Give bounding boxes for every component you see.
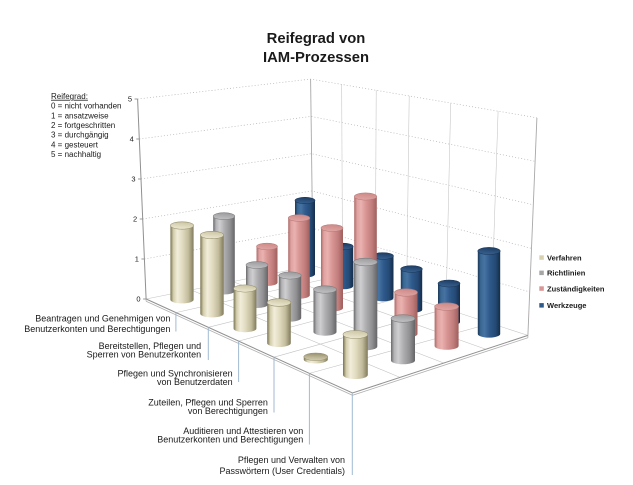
svg-text:0: 0 <box>136 295 140 304</box>
svg-text:1 = ansatzweise: 1 = ansatzweise <box>51 111 109 120</box>
svg-text:Benutzerkonten und Berechtigun: Benutzerkonten und Berechtigungen <box>24 324 170 334</box>
svg-text:von Benutzerdaten: von Benutzerdaten <box>157 377 233 387</box>
svg-text:Richtlinien: Richtlinien <box>547 269 586 278</box>
svg-text:Passwörtern (User Credentials): Passwörtern (User Credentials) <box>219 466 345 476</box>
svg-text:von Berechtigungen: von Berechtigungen <box>188 406 268 416</box>
svg-text:Verfahren: Verfahren <box>547 253 582 262</box>
svg-text:3: 3 <box>131 175 135 184</box>
svg-text:Pflegen und Synchronisieren: Pflegen und Synchronisieren <box>118 369 233 379</box>
svg-text:5: 5 <box>128 95 132 104</box>
svg-text:4: 4 <box>130 135 134 144</box>
svg-text:Reifegrad:: Reifegrad: <box>51 92 88 101</box>
svg-text:Reifegrad von: Reifegrad von <box>267 31 366 47</box>
svg-text:1: 1 <box>135 255 139 264</box>
svg-text:Bereitstellen, Pflegen und: Bereitstellen, Pflegen und <box>99 341 202 351</box>
svg-text:Auditieren und Attestieren von: Auditieren und Attestieren von <box>183 426 303 436</box>
svg-text:2 = fortgeschritten: 2 = fortgeschritten <box>51 121 115 130</box>
svg-text:5 = nachhaltig: 5 = nachhaltig <box>51 150 101 159</box>
svg-text:IAM-Prozessen: IAM-Prozessen <box>263 50 369 66</box>
svg-text:Zuständigkeiten: Zuständigkeiten <box>547 284 605 293</box>
svg-text:Beantragen und Genehmigen von: Beantragen und Genehmigen von <box>35 313 170 323</box>
svg-text:Benutzerkonten und Berechtigun: Benutzerkonten und Berechtigungen <box>157 435 303 445</box>
svg-text:2: 2 <box>133 215 137 224</box>
svg-text:0 = nicht vorhanden: 0 = nicht vorhanden <box>51 101 122 110</box>
svg-text:3 = durchgängig: 3 = durchgängig <box>51 130 109 139</box>
svg-text:4 = gesteuert: 4 = gesteuert <box>51 140 99 149</box>
svg-text:Zuteilen, Pflegen und Sperren: Zuteilen, Pflegen und Sperren <box>148 397 268 407</box>
svg-text:Pflegen und Verwalten von: Pflegen und Verwalten von <box>238 455 345 465</box>
svg-text:Sperren von Benutzerkonten: Sperren von Benutzerkonten <box>87 349 202 359</box>
svg-text:Werkzeuge: Werkzeuge <box>547 301 586 310</box>
